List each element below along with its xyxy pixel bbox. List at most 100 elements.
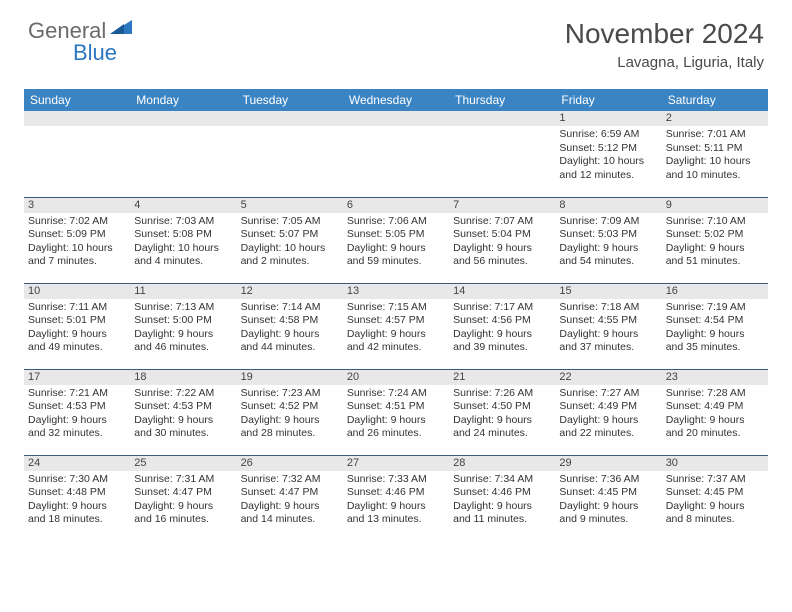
- day-detail-line: Sunset: 4:50 PM: [453, 400, 551, 414]
- day-detail-line: Sunset: 4:58 PM: [241, 314, 339, 328]
- day-number: 1: [555, 111, 661, 125]
- day-number: [343, 111, 449, 113]
- day-detail-line: and 4 minutes.: [134, 255, 232, 269]
- day-detail-line: Daylight: 9 hours: [666, 500, 764, 514]
- day-detail-line: Daylight: 9 hours: [559, 414, 657, 428]
- day-details: [449, 126, 555, 132]
- day-detail-line: Daylight: 9 hours: [666, 328, 764, 342]
- day-details: Sunrise: 7:30 AMSunset: 4:48 PMDaylight:…: [24, 471, 130, 532]
- day-detail-line: Sunset: 4:47 PM: [241, 486, 339, 500]
- day-detail-line: and 18 minutes.: [28, 513, 126, 527]
- calendar-day-cell: 14Sunrise: 7:17 AMSunset: 4:56 PMDayligh…: [449, 283, 555, 369]
- day-detail-line: Daylight: 9 hours: [134, 414, 232, 428]
- day-detail-line: Sunset: 4:46 PM: [347, 486, 445, 500]
- calendar-day-cell: 19Sunrise: 7:23 AMSunset: 4:52 PMDayligh…: [237, 369, 343, 455]
- day-detail-line: Daylight: 10 hours: [241, 242, 339, 256]
- weekday-header: Sunday: [24, 89, 130, 111]
- calendar-day-cell: 1Sunrise: 6:59 AMSunset: 5:12 PMDaylight…: [555, 111, 661, 197]
- calendar-week-row: 10Sunrise: 7:11 AMSunset: 5:01 PMDayligh…: [24, 283, 768, 369]
- calendar-week-row: 3Sunrise: 7:02 AMSunset: 5:09 PMDaylight…: [24, 197, 768, 283]
- calendar-day-cell: 16Sunrise: 7:19 AMSunset: 4:54 PMDayligh…: [662, 283, 768, 369]
- day-detail-line: Sunrise: 7:34 AM: [453, 473, 551, 487]
- logo-triangle-icon: [110, 18, 132, 39]
- day-number: 19: [237, 370, 343, 384]
- day-detail-line: Sunrise: 7:26 AM: [453, 387, 551, 401]
- calendar-day-cell: 5Sunrise: 7:05 AMSunset: 5:07 PMDaylight…: [237, 197, 343, 283]
- day-detail-line: Sunrise: 7:27 AM: [559, 387, 657, 401]
- day-detail-line: Sunrise: 7:28 AM: [666, 387, 764, 401]
- day-detail-line: and 7 minutes.: [28, 255, 126, 269]
- day-detail-line: Sunrise: 7:14 AM: [241, 301, 339, 315]
- calendar-day-cell: 27Sunrise: 7:33 AMSunset: 4:46 PMDayligh…: [343, 455, 449, 541]
- day-detail-line: and 28 minutes.: [241, 427, 339, 441]
- day-detail-line: and 44 minutes.: [241, 341, 339, 355]
- day-detail-line: Sunrise: 7:24 AM: [347, 387, 445, 401]
- day-detail-line: and 22 minutes.: [559, 427, 657, 441]
- day-number: 20: [343, 370, 449, 384]
- day-detail-line: and 10 minutes.: [666, 169, 764, 183]
- day-detail-line: Daylight: 10 hours: [134, 242, 232, 256]
- day-number: 21: [449, 370, 555, 384]
- day-detail-line: Daylight: 9 hours: [347, 328, 445, 342]
- title-block: November 2024 Lavagna, Liguria, Italy: [565, 18, 764, 71]
- day-number: 7: [449, 198, 555, 212]
- day-number: 9: [662, 198, 768, 212]
- day-details: Sunrise: 7:10 AMSunset: 5:02 PMDaylight:…: [662, 213, 768, 274]
- day-detail-line: Daylight: 9 hours: [453, 500, 551, 514]
- day-detail-line: Sunset: 5:03 PM: [559, 228, 657, 242]
- day-number: 24: [24, 456, 130, 470]
- day-detail-line: and 54 minutes.: [559, 255, 657, 269]
- day-detail-line: and 30 minutes.: [134, 427, 232, 441]
- day-detail-line: Sunset: 5:00 PM: [134, 314, 232, 328]
- day-detail-line: Daylight: 9 hours: [559, 242, 657, 256]
- day-detail-line: Daylight: 9 hours: [134, 500, 232, 514]
- day-detail-line: Sunrise: 7:22 AM: [134, 387, 232, 401]
- day-details: Sunrise: 7:21 AMSunset: 4:53 PMDaylight:…: [24, 385, 130, 446]
- day-detail-line: Sunset: 4:55 PM: [559, 314, 657, 328]
- day-detail-line: and 51 minutes.: [666, 255, 764, 269]
- calendar-day-cell: 7Sunrise: 7:07 AMSunset: 5:04 PMDaylight…: [449, 197, 555, 283]
- day-detail-line: Sunrise: 7:31 AM: [134, 473, 232, 487]
- day-details: Sunrise: 7:14 AMSunset: 4:58 PMDaylight:…: [237, 299, 343, 360]
- day-detail-line: Daylight: 9 hours: [347, 414, 445, 428]
- calendar-day-cell: 20Sunrise: 7:24 AMSunset: 4:51 PMDayligh…: [343, 369, 449, 455]
- day-details: Sunrise: 7:36 AMSunset: 4:45 PMDaylight:…: [555, 471, 661, 532]
- weekday-header: Monday: [130, 89, 236, 111]
- day-detail-line: and 12 minutes.: [559, 169, 657, 183]
- calendar-day-cell: 17Sunrise: 7:21 AMSunset: 4:53 PMDayligh…: [24, 369, 130, 455]
- day-details: Sunrise: 7:02 AMSunset: 5:09 PMDaylight:…: [24, 213, 130, 274]
- day-detail-line: Daylight: 9 hours: [453, 242, 551, 256]
- day-details: Sunrise: 7:32 AMSunset: 4:47 PMDaylight:…: [237, 471, 343, 532]
- day-detail-line: and 46 minutes.: [134, 341, 232, 355]
- weekday-header: Wednesday: [343, 89, 449, 111]
- calendar-day-cell: [449, 111, 555, 197]
- day-detail-line: and 42 minutes.: [347, 341, 445, 355]
- calendar-table: SundayMondayTuesdayWednesdayThursdayFrid…: [24, 89, 768, 541]
- day-details: Sunrise: 7:18 AMSunset: 4:55 PMDaylight:…: [555, 299, 661, 360]
- weekday-header: Tuesday: [237, 89, 343, 111]
- day-details: Sunrise: 7:28 AMSunset: 4:49 PMDaylight:…: [662, 385, 768, 446]
- day-details: Sunrise: 7:05 AMSunset: 5:07 PMDaylight:…: [237, 213, 343, 274]
- day-detail-line: and 35 minutes.: [666, 341, 764, 355]
- calendar-day-cell: 23Sunrise: 7:28 AMSunset: 4:49 PMDayligh…: [662, 369, 768, 455]
- day-detail-line: Sunrise: 7:02 AM: [28, 215, 126, 229]
- day-detail-line: and 26 minutes.: [347, 427, 445, 441]
- day-detail-line: Sunset: 5:11 PM: [666, 142, 764, 156]
- day-detail-line: Daylight: 9 hours: [666, 242, 764, 256]
- day-detail-line: Sunrise: 7:07 AM: [453, 215, 551, 229]
- day-detail-line: and 37 minutes.: [559, 341, 657, 355]
- day-detail-line: Daylight: 9 hours: [241, 328, 339, 342]
- day-number: 2: [662, 111, 768, 125]
- calendar-day-cell: 21Sunrise: 7:26 AMSunset: 4:50 PMDayligh…: [449, 369, 555, 455]
- day-detail-line: Sunset: 4:54 PM: [666, 314, 764, 328]
- day-detail-line: Daylight: 10 hours: [666, 155, 764, 169]
- calendar-day-cell: 11Sunrise: 7:13 AMSunset: 5:00 PMDayligh…: [130, 283, 236, 369]
- day-detail-line: Sunset: 5:01 PM: [28, 314, 126, 328]
- day-detail-line: Sunset: 5:12 PM: [559, 142, 657, 156]
- day-detail-line: Sunset: 4:53 PM: [28, 400, 126, 414]
- day-detail-line: Daylight: 9 hours: [241, 500, 339, 514]
- day-detail-line: Sunset: 4:49 PM: [559, 400, 657, 414]
- day-detail-line: and 39 minutes.: [453, 341, 551, 355]
- weekday-header: Friday: [555, 89, 661, 111]
- day-details: Sunrise: 7:37 AMSunset: 4:45 PMDaylight:…: [662, 471, 768, 532]
